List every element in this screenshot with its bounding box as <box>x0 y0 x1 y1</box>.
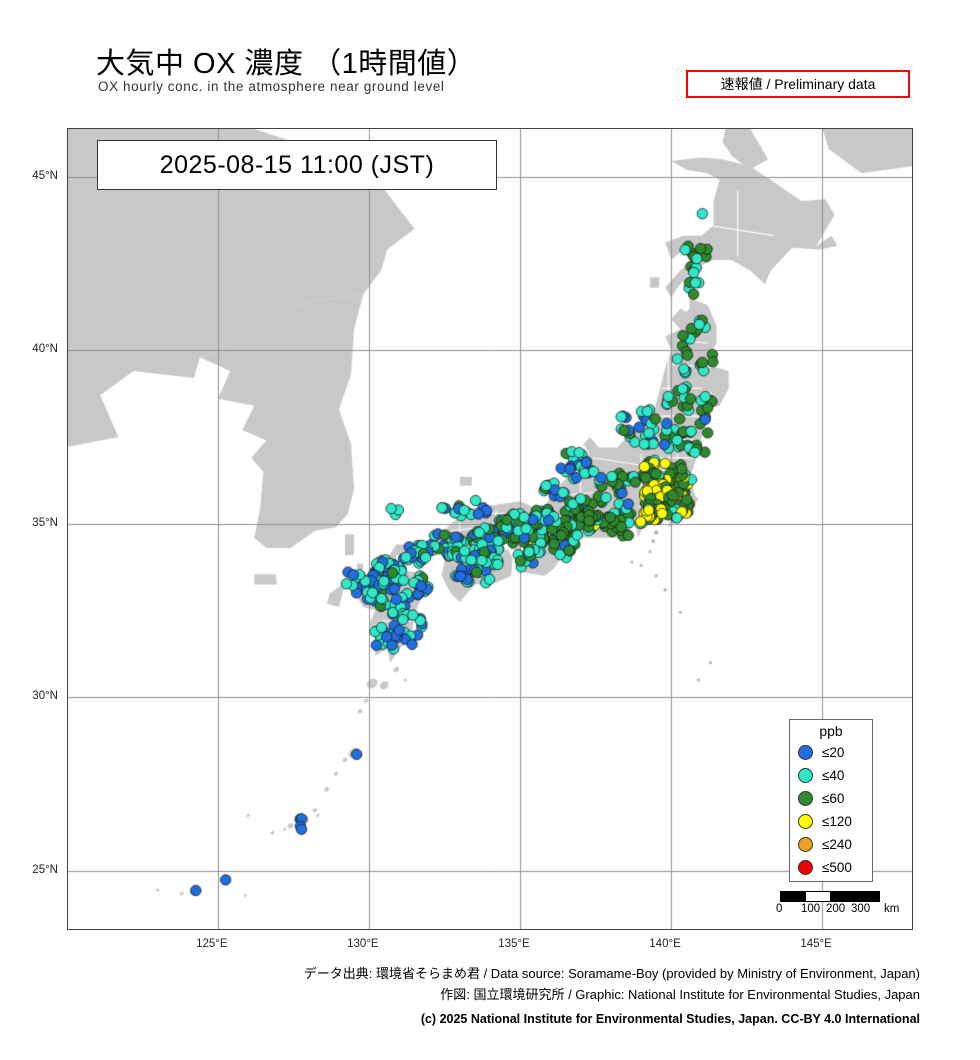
page-title: 大気中 OX 濃度 （1時間値） <box>96 48 477 80</box>
scale-tick-0: 0 <box>776 903 783 915</box>
preliminary-data-badge: 速報値 / Preliminary data <box>686 70 910 98</box>
lon-tick-130: 130°E <box>347 938 379 950</box>
legend-panel: ppb ≤20 ≤40 ≤60 ≤120 ≤240 ≤500 <box>789 719 873 882</box>
legend-swatch-icon-3 <box>798 814 813 829</box>
legend-item-4: ≤240 <box>790 833 872 856</box>
lon-tick-145: 145°E <box>800 938 832 950</box>
lat-tick-35: 35°N <box>32 516 58 529</box>
footer-copyright: (c) 2025 National Institute for Environm… <box>420 1012 920 1026</box>
scale-tick-2: 200 <box>826 903 846 915</box>
scale-seg-3 <box>854 892 879 901</box>
legend-swatch-icon-0 <box>798 745 813 760</box>
map-canvas[interactable] <box>68 129 912 929</box>
legend-swatch-icon-5 <box>798 860 813 875</box>
legend-item-2: ≤60 <box>790 787 872 810</box>
footer: データ出典: 環境省そらまめ君 / Data source: Soramame-… <box>0 963 920 1030</box>
scale-tick-3: 300 <box>851 903 871 915</box>
legend-label-2: ≤60 <box>822 791 845 806</box>
footer-graphic-credit: 作図: 国立環境研究所 / Graphic: National Institut… <box>440 987 920 1002</box>
legend-item-1: ≤40 <box>790 764 872 787</box>
scale-bar-segments <box>780 891 880 902</box>
legend-label-5: ≤500 <box>822 860 852 875</box>
lat-tick-40: 40°N <box>32 343 58 356</box>
scale-bar: 0 100 200 300 km <box>776 891 910 919</box>
lat-tick-45: 45°N <box>32 169 58 182</box>
scale-seg-1 <box>805 892 830 901</box>
legend-swatch-icon-4 <box>798 837 813 852</box>
page-subtitle: OX hourly conc. in the atmosphere near g… <box>98 79 445 94</box>
legend-label-3: ≤120 <box>822 814 852 829</box>
lat-tick-30: 30°N <box>32 690 58 703</box>
legend-item-3: ≤120 <box>790 810 872 833</box>
scale-seg-0 <box>781 892 806 901</box>
scale-unit: km <box>884 903 900 915</box>
legend-swatch-icon-1 <box>798 768 813 783</box>
scale-seg-2 <box>830 892 855 901</box>
scale-tick-1: 100 <box>801 903 821 915</box>
legend-item-5: ≤500 <box>790 856 872 879</box>
footer-data-source: データ出典: 環境省そらまめ君 / Data source: Soramame-… <box>303 966 920 981</box>
lat-tick-25: 25°N <box>32 863 58 876</box>
lon-tick-140: 140°E <box>649 938 681 950</box>
legend-item-0: ≤20 <box>790 741 872 764</box>
scale-bar-labels: 0 100 200 300 km <box>776 903 910 919</box>
lon-tick-135: 135°E <box>498 938 530 950</box>
map-plot-area[interactable] <box>67 128 913 930</box>
timestamp-box: 2025-08-15 11:00 (JST) <box>97 140 497 190</box>
legend-label-4: ≤240 <box>822 837 852 852</box>
legend-title: ppb <box>819 723 843 739</box>
lon-tick-125: 125°E <box>196 938 228 950</box>
legend-swatch-icon-2 <box>798 791 813 806</box>
legend-label-0: ≤20 <box>822 745 845 760</box>
legend-label-1: ≤40 <box>822 768 845 783</box>
